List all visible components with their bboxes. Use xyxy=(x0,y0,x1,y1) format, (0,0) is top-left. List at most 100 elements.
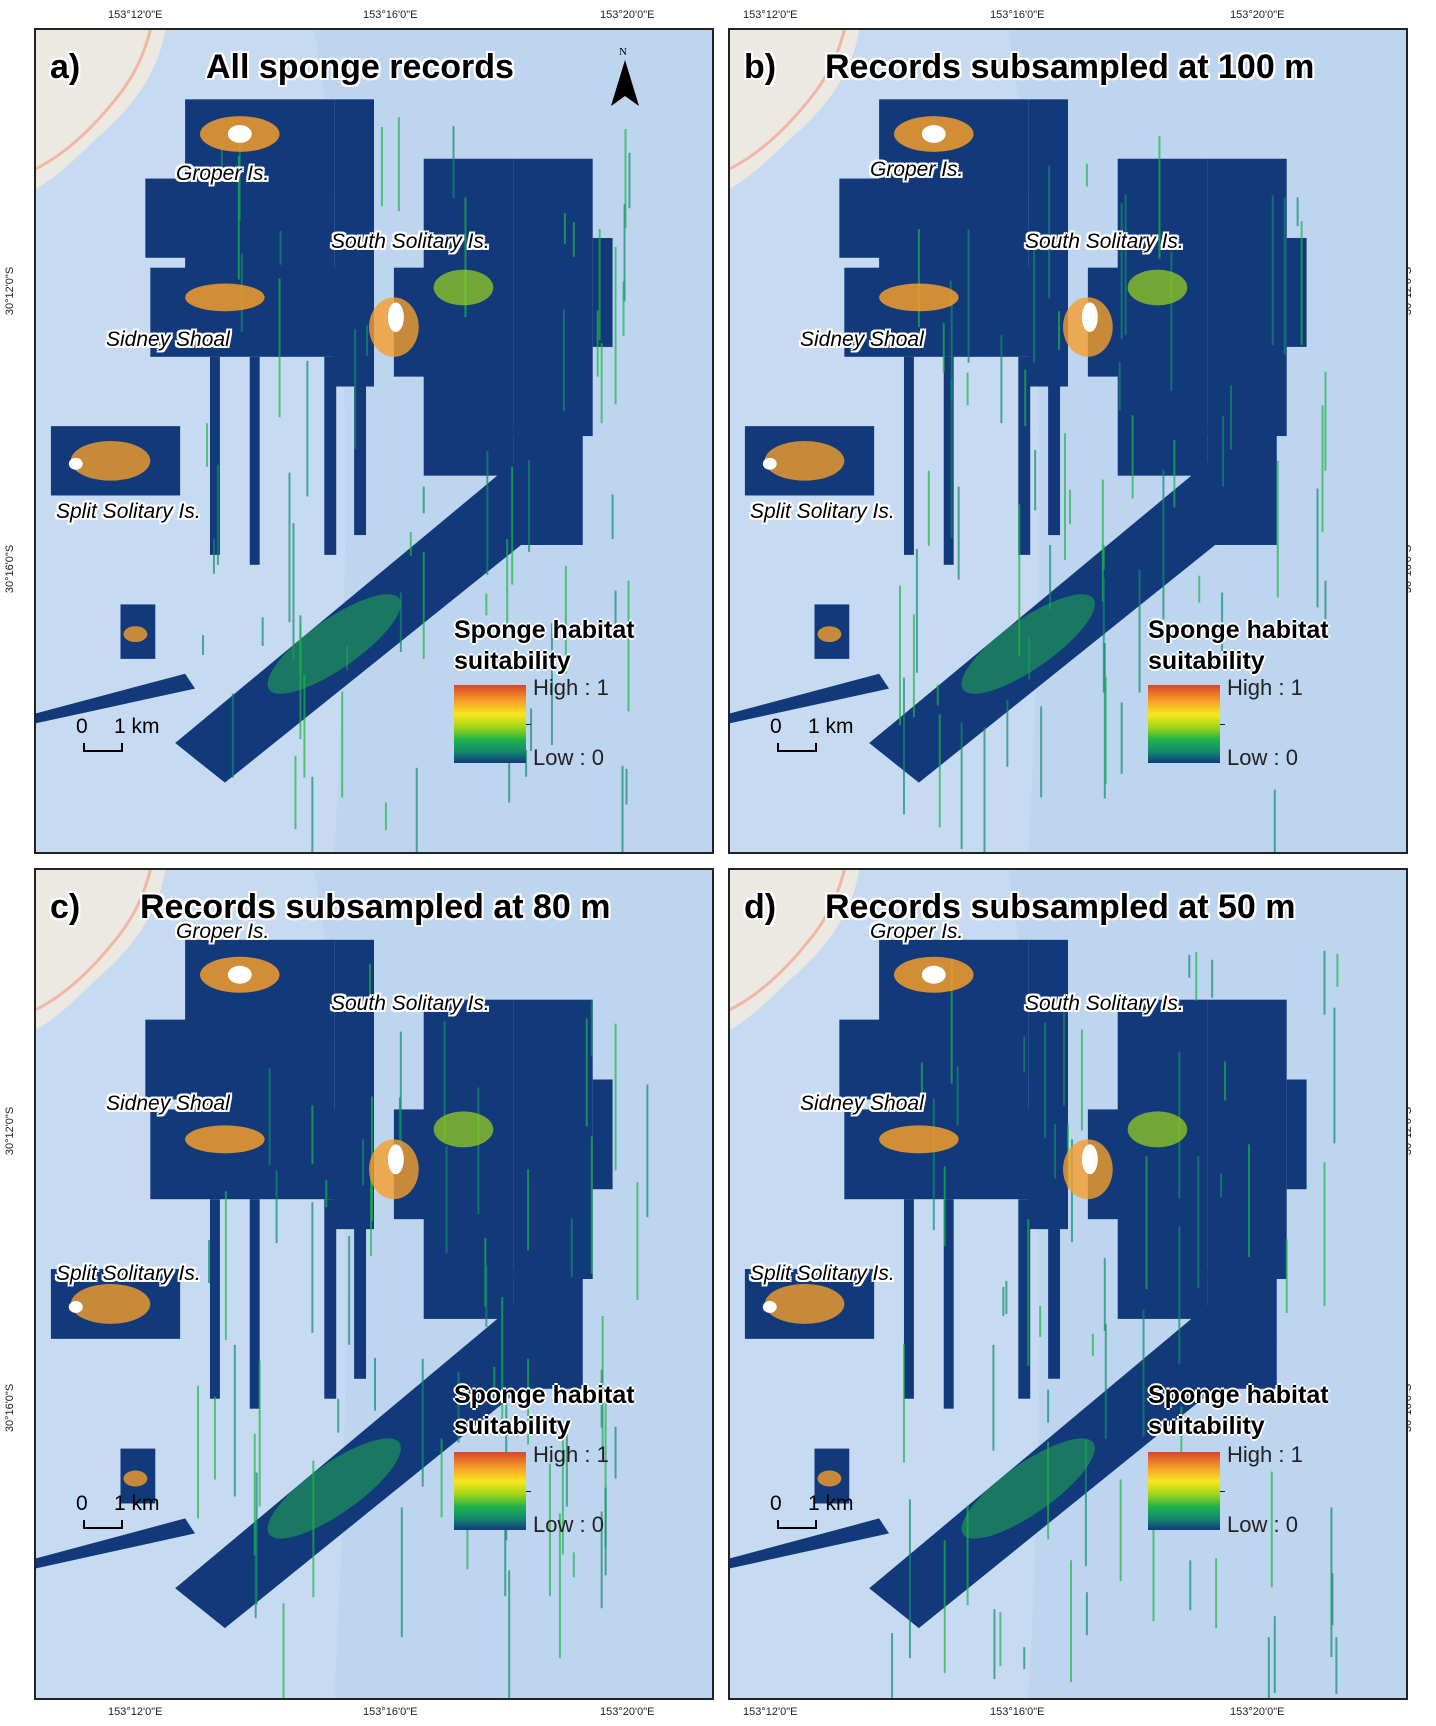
scale-km-label: 1 km xyxy=(114,1492,160,1515)
panel-letter-label: d) xyxy=(744,888,777,926)
lon-label-bottom-3: 153°20'0"E xyxy=(600,1706,655,1718)
coast-road xyxy=(730,870,846,1012)
place-label-sidney-shoal: Sidney Shoal xyxy=(800,328,924,351)
map-canvas xyxy=(730,870,1406,1698)
panel-title: Records subsampled at 80 m xyxy=(140,888,611,926)
panel-letter-label: a) xyxy=(50,48,81,86)
legend-low-label: Low : 0 xyxy=(1227,1512,1298,1537)
panel-letter-label: b) xyxy=(744,48,777,86)
map-panel-d: d) Records subsampled at 50 m Groper Is.… xyxy=(728,868,1408,1700)
suitability-texture xyxy=(197,963,649,1698)
legend-high-label: High : 1 xyxy=(1227,1442,1303,1467)
legend-title-line2: suitability xyxy=(1148,1412,1265,1440)
place-label-south-solitary: South Solitary Is. xyxy=(331,992,490,1015)
place-label-groper: Groper Is. xyxy=(176,162,270,185)
place-label-south-solitary: South Solitary Is. xyxy=(331,230,490,253)
lon-label-top-6: 153°20'0"E xyxy=(1230,9,1285,21)
legend-color-ramp xyxy=(454,685,526,763)
legend-title-line1: Sponge habitat xyxy=(454,1381,635,1409)
panel-letter-label: c) xyxy=(50,888,81,926)
island-shapes xyxy=(762,965,1098,1313)
lon-label-bottom-4: 153°12'0"E xyxy=(743,1706,798,1718)
place-label-south-solitary: South Solitary Is. xyxy=(1025,992,1184,1015)
scale-zero-label: 0 xyxy=(770,1492,782,1515)
lon-label-top-5: 153°16'0"E xyxy=(990,9,1045,21)
legend-low-label: Low : 0 xyxy=(1227,745,1298,770)
legend-color-ramp xyxy=(1148,685,1220,763)
legend-low-label: Low : 0 xyxy=(533,1512,604,1537)
legend-title: Sponge habitat suitability xyxy=(1148,615,1329,677)
panel-title: Records subsampled at 100 m xyxy=(825,48,1315,86)
place-label-sidney-shoal: Sidney Shoal xyxy=(800,1092,924,1115)
lon-label-top-4: 153°12'0"E xyxy=(743,9,798,21)
lon-label-top-1: 153°12'0"E xyxy=(108,9,163,21)
place-label-groper: Groper Is. xyxy=(870,920,964,943)
legend-title: Sponge habitat suitability xyxy=(1148,1380,1329,1442)
legend-mid-tick xyxy=(526,724,531,725)
high-suitability-patches xyxy=(764,956,1188,1539)
legend-title: Sponge habitat suitability xyxy=(454,615,635,677)
legend-title-line1: Sponge habitat xyxy=(1148,616,1329,644)
high-suitability-patches xyxy=(70,956,494,1539)
place-label-south-solitary: South Solitary Is. xyxy=(1025,230,1184,253)
scale-bar xyxy=(777,1520,817,1529)
legend-title: Sponge habitat suitability xyxy=(454,1380,635,1442)
island-shapes xyxy=(762,125,1098,470)
scale-km-label: 1 km xyxy=(808,1492,854,1515)
legend-high-label: High : 1 xyxy=(1227,675,1303,700)
place-label-groper: Groper Is. xyxy=(870,158,964,181)
scale-bar xyxy=(777,743,817,752)
map-panel-a: a) All sponge records Groper Is. South S… xyxy=(34,28,714,854)
panel-title: All sponge records xyxy=(206,48,514,86)
scale-km-label: 1 km xyxy=(808,715,854,738)
legend-title-line1: Sponge habitat xyxy=(1148,1381,1329,1409)
scale-bar xyxy=(83,1520,123,1529)
legend-title-line2: suitability xyxy=(1148,647,1265,675)
place-label-sidney-shoal: Sidney Shoal xyxy=(106,328,230,351)
place-label-split-solitary: Split Solitary Is. xyxy=(750,1262,895,1285)
place-label-split-solitary: Split Solitary Is. xyxy=(750,500,895,523)
scale-zero-label: 0 xyxy=(76,1492,88,1515)
legend-color-ramp xyxy=(454,1452,526,1530)
lon-label-bottom-1: 153°12'0"E xyxy=(108,1706,163,1718)
legend-mid-tick xyxy=(1220,1491,1225,1492)
place-label-groper: Groper Is. xyxy=(176,920,270,943)
island-shapes xyxy=(68,965,404,1313)
coast-road xyxy=(36,870,152,1012)
lat-label-left-2: 30°16'0"S xyxy=(4,544,17,594)
scale-zero-label: 0 xyxy=(76,715,88,738)
map-canvas xyxy=(36,30,712,852)
coast-road xyxy=(36,30,152,170)
map-panel-c: c) Records subsampled at 80 m Groper Is.… xyxy=(34,868,714,1700)
lon-label-bottom-2: 153°16'0"E xyxy=(363,1706,418,1718)
lon-label-top-3: 153°20'0"E xyxy=(600,9,655,21)
legend-high-label: High : 1 xyxy=(533,675,609,700)
lon-label-bottom-5: 153°16'0"E xyxy=(990,1706,1045,1718)
panel-title: Records subsampled at 50 m xyxy=(825,888,1296,926)
map-panel-b: b) Records subsampled at 100 m Groper Is… xyxy=(728,28,1408,854)
legend-mid-tick xyxy=(1220,724,1225,725)
place-label-split-solitary: Split Solitary Is. xyxy=(56,500,201,523)
legend-color-ramp xyxy=(1148,1452,1220,1530)
legend-title-line2: suitability xyxy=(454,647,571,675)
place-label-sidney-shoal: Sidney Shoal xyxy=(106,1092,230,1115)
scale-km-label: 1 km xyxy=(114,715,160,738)
lat-label-left-4: 30°16'0"S xyxy=(4,1383,17,1433)
island-shapes xyxy=(68,125,404,470)
map-canvas xyxy=(36,870,712,1698)
north-letter: N xyxy=(619,46,627,58)
suitability-texture xyxy=(899,135,1327,852)
lat-label-left-3: 30°12'0"S xyxy=(4,1106,17,1156)
north-arrow-icon xyxy=(611,60,639,106)
scale-bar xyxy=(83,743,123,752)
high-suitability-patches xyxy=(70,116,494,694)
legend-title-line1: Sponge habitat xyxy=(454,616,635,644)
place-label-split-solitary: Split Solitary Is. xyxy=(56,1262,201,1285)
lon-label-top-2: 153°16'0"E xyxy=(363,9,418,21)
legend-low-label: Low : 0 xyxy=(533,745,604,770)
coast-road xyxy=(730,30,846,170)
legend-mid-tick xyxy=(526,1491,531,1492)
north-arrow: N xyxy=(610,46,640,106)
legend-title-line2: suitability xyxy=(454,1412,571,1440)
lat-label-left-1: 30°12'0"S xyxy=(4,266,17,316)
